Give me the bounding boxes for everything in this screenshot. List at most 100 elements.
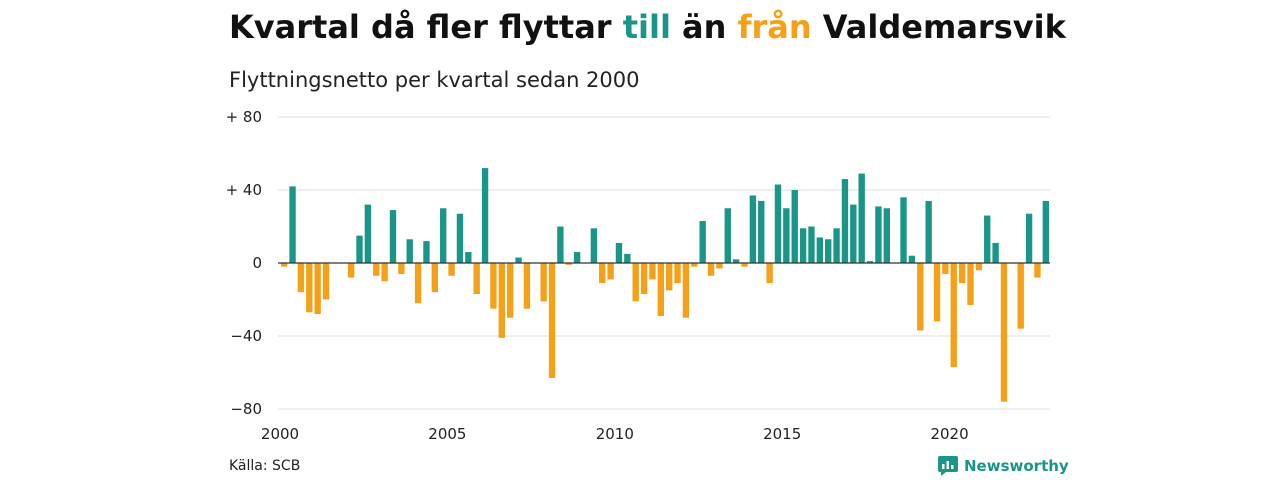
bar [498,263,505,338]
bar [281,263,288,267]
title-text: Valdemarsvik [811,8,1066,46]
bar [791,190,798,263]
bar [774,184,782,263]
bar [942,263,949,274]
bar [306,263,313,313]
bar [833,228,840,263]
bar [682,263,690,318]
bar [950,263,957,368]
bar [799,228,807,263]
y-tick-label: 0 [252,254,262,272]
bar [381,263,388,282]
bar [657,263,664,316]
bar [481,168,489,263]
bar [992,242,999,263]
y-tick-label: + 40 [226,181,262,199]
y-tick-label: + 80 [226,108,262,126]
bar [515,257,522,263]
chart-subtitle: Flyttningsnetto per kvartal sedan 2000 [229,68,640,92]
bar [314,263,321,315]
bar [716,263,723,269]
brand-logo: Newsworthy [938,456,1069,476]
bar [406,239,413,263]
bar [465,252,472,263]
x-tick-label: 2010 [596,425,634,443]
bar [615,242,623,263]
bar [816,237,824,263]
x-tick-label: 2005 [428,425,466,443]
bar [640,263,648,295]
bar [607,263,614,280]
title-text: Kvartal då fler flyttar [229,8,623,46]
bar [506,263,514,318]
bar [808,226,815,263]
bar [1034,263,1041,278]
bar [967,263,974,305]
bar [1025,213,1033,263]
bar [322,263,330,300]
source-note: Källa: SCB [229,458,301,474]
bar [691,263,698,267]
bar [599,263,606,284]
bar [741,263,748,267]
bar [473,263,480,295]
bar [749,195,757,263]
bar [900,197,907,263]
bar [456,213,464,263]
bar [858,173,865,263]
bar [423,241,430,263]
bar [540,263,547,302]
bar [933,263,941,322]
newsworthy-logo-icon [938,456,958,476]
brand-name: Newsworthy [964,457,1069,475]
bar [674,263,681,284]
y-tick-label: −40 [230,327,262,345]
bar [548,263,556,378]
chart-title: Kvartal då fler flyttar till än från Val… [229,8,1066,46]
bar [289,186,296,263]
bar [841,179,849,263]
bar [431,263,439,293]
bar [440,208,447,263]
bar [875,206,882,263]
bar [1000,263,1008,402]
x-tick-label: 2020 [930,425,968,443]
bar [565,263,572,265]
bar [1042,200,1049,263]
bar [573,252,581,263]
bar [883,208,890,263]
title-word-till: till [622,8,671,46]
bar [389,210,397,263]
bar [925,200,932,263]
bar [758,200,765,263]
bar [364,204,372,263]
bar [356,235,363,263]
bar [624,253,631,263]
bar [732,259,740,263]
title-word-fran: från [737,8,812,46]
bar [866,261,874,263]
bar [649,263,656,280]
bar [297,263,305,293]
x-tick-label: 2000 [261,425,299,443]
bar [984,215,991,263]
bar [958,263,966,284]
bar [523,263,531,309]
bar [448,263,455,276]
bar [373,263,380,276]
bar [590,228,598,263]
bar [666,263,673,291]
bar [398,263,405,274]
bar [632,263,639,302]
bar [850,204,857,263]
bar [975,263,983,271]
x-tick-label: 2015 [763,425,801,443]
bar [908,255,916,263]
bar [766,263,773,284]
bar [490,263,497,309]
bar [557,226,564,263]
bar [707,263,715,276]
bar [414,263,422,304]
title-text: än [670,8,738,46]
